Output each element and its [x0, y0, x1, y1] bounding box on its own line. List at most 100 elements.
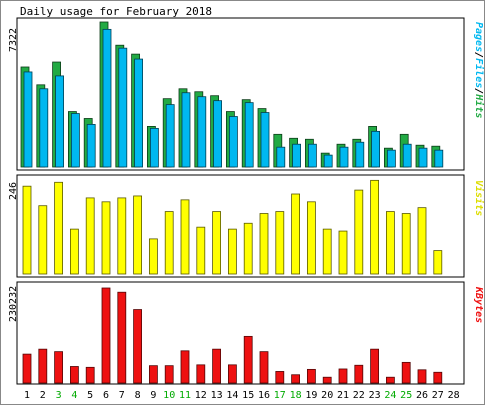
- bar-kbytes-day-13: [212, 348, 222, 384]
- bar-kbytes-day-12: [196, 364, 206, 384]
- bar-kbytes-day-1: [22, 353, 32, 384]
- day-label-10: 10: [163, 390, 175, 401]
- bar-visits-day-22: [354, 189, 364, 275]
- day-label-22: 22: [353, 390, 365, 401]
- bar-kbytes-day-21: [338, 368, 348, 384]
- day-labels: 1 2 3 4 5 6 7 8 9 10 11 12 13 14 15 16 17 18 19 20 21 22 23 24 2…: [24, 390, 460, 401]
- day-label-18: 18: [290, 390, 302, 401]
- bar-files-day-23: [371, 130, 381, 168]
- kbytes-panel: 230232 KBytes: [8, 281, 484, 385]
- bar-visits-day-21: [338, 230, 348, 275]
- day-label-14: 14: [226, 390, 238, 401]
- bar-kbytes-day-8: [133, 309, 143, 384]
- bar-kbytes-day-14: [227, 364, 237, 384]
- bar-files-day-20: [323, 154, 333, 168]
- bar-kbytes-day-16: [259, 351, 269, 384]
- bar-files-day-22: [355, 141, 365, 168]
- bar-kbytes-day-23: [370, 348, 380, 384]
- bar-files-day-26: [418, 147, 428, 168]
- bar-files-day-7: [118, 47, 128, 168]
- bar-visits-day-15: [243, 222, 253, 275]
- bar-files-day-16: [260, 112, 270, 168]
- bar-visits-day-5: [85, 197, 95, 275]
- day-label-27: 27: [432, 390, 444, 401]
- bar-visits-day-4: [70, 228, 79, 275]
- bar-kbytes-day-17: [275, 371, 285, 384]
- legend-sep-2: /: [473, 88, 484, 94]
- bar-visits-day-13: [212, 211, 222, 275]
- bar-kbytes-day-5: [85, 366, 95, 384]
- chart-title: Daily usage for February 2018: [20, 5, 212, 18]
- bar-files-day-1: [23, 71, 33, 168]
- bar-files-day-13: [213, 100, 223, 168]
- bar-visits-day-6: [101, 201, 111, 275]
- day-label-7: 7: [119, 390, 125, 401]
- bar-files-day-19: [307, 143, 317, 168]
- visits-bars: [22, 179, 443, 275]
- visits-panel: 246 Visits: [8, 174, 485, 278]
- day-label-12: 12: [195, 390, 207, 401]
- bar-files-day-15: [244, 102, 254, 168]
- day-label-8: 8: [135, 390, 141, 401]
- bar-kbytes-day-2: [38, 348, 48, 384]
- day-label-28: 28: [448, 390, 460, 401]
- bar-kbytes-day-10: [164, 365, 174, 384]
- bar-files-day-24: [386, 149, 396, 168]
- day-label-20: 20: [321, 390, 333, 401]
- day-label-25: 25: [400, 390, 412, 401]
- day-label-19: 19: [305, 390, 317, 401]
- bar-files-day-9: [149, 127, 159, 168]
- day-label-9: 9: [150, 390, 156, 401]
- day-label-5: 5: [87, 390, 93, 401]
- bar-kbytes-day-15: [243, 335, 253, 384]
- bar-visits-day-20: [322, 228, 332, 275]
- bar-visits-day-14: [227, 228, 237, 275]
- hits-panel-frame: [16, 17, 465, 171]
- bar-files-day-6: [102, 28, 112, 168]
- visits-legend: Visits: [473, 180, 485, 216]
- legend-files: Files: [473, 58, 485, 88]
- hits-bars: [20, 21, 444, 168]
- bar-visits-day-24: [385, 211, 395, 275]
- kbytes-bars: [22, 287, 443, 384]
- bar-files-day-2: [39, 88, 49, 168]
- legend-hits: Hits: [473, 93, 485, 118]
- legend-sep-1: /: [473, 52, 484, 58]
- visits-panel-frame: [16, 174, 465, 278]
- bar-files-day-5: [86, 124, 96, 168]
- hits-legend: Pages/Files/Hits: [473, 22, 485, 118]
- bar-files-day-8: [134, 58, 144, 168]
- day-label-6: 6: [103, 390, 109, 401]
- visits-scale-label: 246: [8, 182, 19, 200]
- day-label-17: 17: [274, 390, 286, 401]
- bar-visits-day-17: [275, 211, 285, 275]
- bar-files-day-17: [276, 146, 286, 168]
- day-label-1: 1: [24, 390, 30, 401]
- bar-visits-day-26: [417, 207, 427, 275]
- bar-kbytes-day-27: [433, 371, 443, 384]
- bar-visits-day-27: [433, 250, 443, 275]
- bar-files-day-3: [55, 75, 64, 168]
- day-label-16: 16: [258, 390, 270, 401]
- bar-visits-day-7: [117, 197, 127, 275]
- bar-kbytes-day-9: [148, 365, 158, 384]
- bar-visits-day-10: [164, 211, 174, 275]
- bar-visits-day-12: [196, 226, 206, 275]
- day-label-15: 15: [242, 390, 254, 401]
- bar-kbytes-day-26: [417, 369, 427, 384]
- bar-kbytes-day-19: [306, 368, 316, 384]
- bar-visits-day-9: [148, 238, 158, 275]
- bar-visits-day-23: [370, 179, 380, 275]
- legend-pages: Pages: [473, 22, 484, 52]
- bar-kbytes-day-3: [54, 351, 63, 384]
- day-label-3: 3: [56, 390, 62, 401]
- bar-kbytes-day-4: [70, 366, 79, 384]
- bar-kbytes-day-7: [117, 291, 127, 384]
- bar-files-day-21: [339, 146, 349, 168]
- day-label-24: 24: [384, 390, 396, 401]
- bar-files-day-4: [71, 113, 80, 168]
- kbytes-scale-label: 230232: [8, 286, 19, 322]
